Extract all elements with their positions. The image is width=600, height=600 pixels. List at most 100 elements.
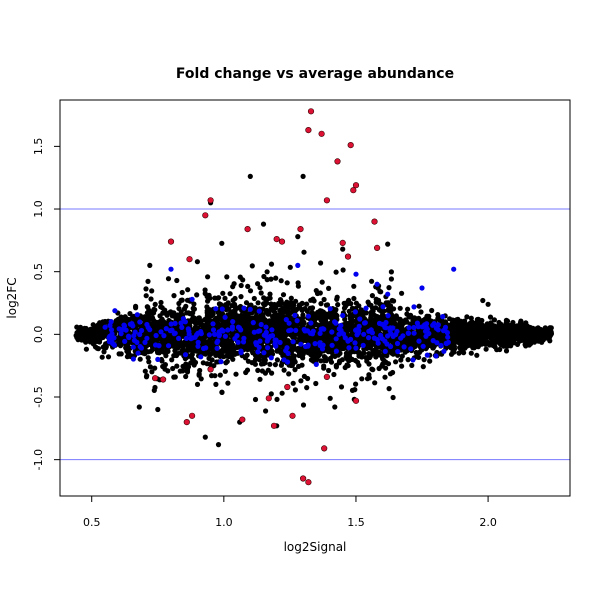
data-point	[369, 293, 375, 299]
data-point	[125, 341, 131, 347]
data-point	[169, 327, 175, 333]
data-point	[366, 335, 372, 341]
data-point	[399, 290, 405, 296]
data-point	[285, 350, 291, 356]
data-point	[354, 332, 360, 338]
data-point	[253, 340, 259, 346]
data-point	[345, 321, 351, 327]
data-point	[99, 354, 105, 360]
data-point	[109, 339, 115, 346]
data-point	[424, 352, 430, 358]
data-point	[455, 331, 461, 337]
data-point	[216, 332, 223, 338]
data-point	[152, 301, 158, 307]
data-point	[460, 344, 466, 350]
data-point	[376, 307, 382, 313]
data-point	[267, 291, 273, 297]
data-point	[349, 314, 355, 320]
data-point	[318, 313, 324, 319]
data-point	[475, 316, 481, 322]
data-point	[370, 351, 376, 357]
data-point	[130, 344, 136, 350]
data-point	[313, 288, 319, 294]
data-point	[204, 293, 210, 300]
data-point	[241, 305, 247, 311]
data-point	[426, 342, 432, 348]
data-point	[304, 301, 310, 307]
data-point	[210, 327, 217, 333]
data-point	[232, 336, 238, 342]
data-point	[431, 321, 437, 327]
data-point	[342, 335, 348, 341]
data-point	[274, 396, 280, 402]
data-point	[200, 322, 206, 328]
data-point	[163, 353, 169, 359]
data-point	[252, 396, 259, 403]
data-point	[222, 346, 228, 352]
data-point	[265, 345, 271, 351]
data-point	[382, 348, 388, 354]
data-point	[185, 347, 191, 353]
data-point	[373, 354, 379, 360]
data-point	[177, 350, 183, 356]
data-point	[204, 361, 210, 367]
data-point	[535, 325, 541, 331]
data-point	[145, 278, 151, 284]
data-point	[265, 296, 271, 302]
data-point	[243, 369, 249, 376]
data-point	[137, 331, 143, 338]
data-point	[353, 300, 359, 306]
data-point	[179, 344, 185, 350]
data-point	[424, 337, 430, 344]
data-point	[295, 262, 301, 268]
y-tick-label: -1.0	[32, 449, 45, 470]
data-point	[268, 391, 274, 397]
data-point	[362, 320, 368, 326]
data-point	[177, 368, 183, 374]
data-point	[232, 309, 238, 315]
data-point	[165, 343, 172, 349]
data-point	[224, 358, 230, 365]
data-point	[215, 349, 221, 355]
data-point	[217, 372, 223, 378]
data-point	[370, 367, 376, 373]
data-point	[108, 327, 115, 333]
data-point	[394, 340, 401, 347]
data-point	[345, 299, 351, 305]
data-point	[365, 299, 371, 305]
data-point	[258, 290, 264, 296]
data-point	[260, 221, 267, 227]
data-point	[222, 295, 228, 301]
data-point	[168, 321, 174, 327]
data-point	[185, 326, 191, 332]
data-point	[138, 345, 144, 351]
data-point	[366, 375, 372, 381]
data-point	[388, 276, 394, 282]
data-point	[347, 142, 354, 149]
data-point	[411, 324, 417, 331]
data-point	[517, 323, 523, 329]
data-point	[270, 422, 278, 429]
data-point	[274, 357, 280, 363]
data-point	[336, 331, 342, 337]
data-point	[95, 346, 101, 352]
data-point	[287, 264, 293, 270]
data-point	[74, 324, 80, 330]
data-point	[351, 295, 357, 302]
data-point	[224, 274, 230, 280]
data-point	[283, 317, 289, 323]
data-point	[194, 259, 200, 265]
data-point	[222, 368, 228, 374]
data-point	[373, 317, 379, 323]
data-point	[108, 319, 114, 325]
data-point	[419, 285, 425, 291]
data-point	[350, 187, 357, 194]
data-point	[344, 362, 350, 368]
data-point	[416, 338, 422, 344]
data-point	[320, 335, 326, 341]
data-point	[191, 315, 198, 321]
data-point	[457, 322, 464, 328]
data-point	[366, 351, 372, 357]
